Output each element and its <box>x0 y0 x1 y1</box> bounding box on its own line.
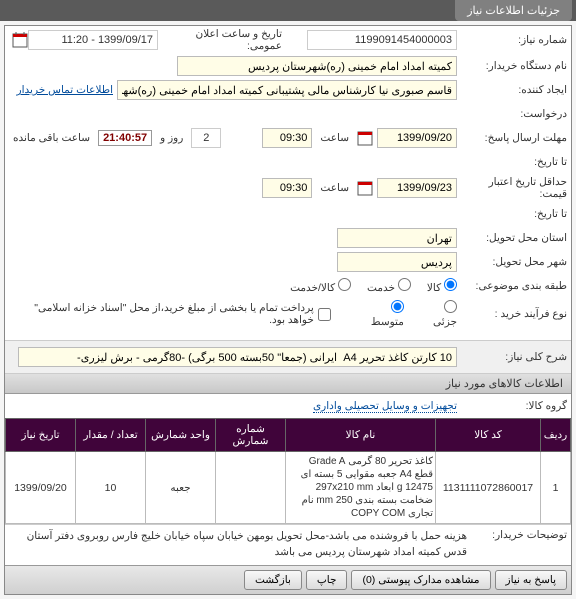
cell-name: کاغذ تحریر 80 گرمی Grade A قطع A4 جعبه م… <box>286 452 436 524</box>
cell-unit: جعبه <box>146 452 216 524</box>
radio-small-label[interactable]: جزئی <box>420 300 457 328</box>
time-label: ساعت <box>316 132 353 144</box>
cell-qty: 10 <box>76 452 146 524</box>
province-label: استان محل تحویل: <box>457 232 567 244</box>
back-button[interactable]: بازگشت <box>244 570 302 590</box>
th-count: شماره شمارش <box>216 419 286 452</box>
buyer-org-label: نام دستگاه خریدار: <box>457 60 567 72</box>
deadline-date-input[interactable] <box>377 128 457 148</box>
th-code: کد کالا <box>436 419 541 452</box>
group-label: گروه کالا: <box>457 400 567 412</box>
announce-label: تاریخ و ساعت اعلان عمومی: <box>158 28 288 52</box>
th-date: تاریخ نیاز <box>6 419 76 452</box>
buyer-org-input[interactable] <box>177 56 457 76</box>
time-label-2: ساعت <box>316 182 353 194</box>
respond-button[interactable]: پاسخ به نیاز <box>495 570 567 590</box>
radio-goods-service-label[interactable]: کالا/خدمت <box>290 278 351 294</box>
radio-service-label[interactable]: خدمت <box>367 278 411 294</box>
to-date-label-2: تا تاریخ: <box>457 208 567 220</box>
th-row: ردیف <box>541 419 571 452</box>
table-row: 11131111072860017کاغذ تحریر 80 گرمی Grad… <box>6 452 571 524</box>
footer-bar: پاسخ به نیاز مشاهده مدارک پیوستی (0) چاپ… <box>5 565 571 594</box>
group-value[interactable]: تجهیزات و وسایل تحصیلی واداری <box>313 400 457 413</box>
calendar-icon[interactable] <box>12 32 28 48</box>
creator-label: ایجاد کننده: <box>457 84 567 96</box>
buy-type-label: نوع فرآیند خرید : <box>457 308 567 320</box>
desc-input[interactable] <box>18 347 457 367</box>
min-validity-date-input[interactable] <box>377 178 457 198</box>
radio-small[interactable] <box>444 300 457 313</box>
calendar-icon[interactable] <box>357 130 373 146</box>
min-validity-time-input[interactable] <box>262 178 312 198</box>
cell-n: 1 <box>541 452 571 524</box>
cell-count <box>216 452 286 524</box>
attachments-button[interactable]: مشاهده مدارک پیوستی (0) <box>351 570 490 590</box>
deadline-time-input[interactable] <box>262 128 312 148</box>
budget-class-label: طبقه بندی موضوعی: <box>457 280 567 292</box>
city-label: شهر محل تحویل: <box>457 256 567 268</box>
th-name: نام کالا <box>286 419 436 452</box>
treasury-checkbox[interactable] <box>318 308 331 321</box>
radio-goods-service[interactable] <box>338 278 351 291</box>
province-input[interactable] <box>337 228 457 248</box>
deadline-label: مهلت ارسال پاسخ: <box>457 132 567 144</box>
radio-medium[interactable] <box>391 300 404 313</box>
buyer-note-label: توضیحات خریدار: <box>467 529 567 561</box>
countdown-timer: 21:40:57 <box>98 130 152 146</box>
cell-date: 1399/09/20 <box>6 452 76 524</box>
creator-input[interactable] <box>117 80 457 100</box>
radio-goods-label[interactable]: کالا <box>427 278 457 294</box>
cell-code: 1131111072860017 <box>436 452 541 524</box>
desc-label: شرح کلی نیاز: <box>457 351 567 363</box>
th-unit: واحد شمارش <box>146 419 216 452</box>
items-section-title: اطلاعات کالاهای مورد نیاز <box>5 374 571 394</box>
buyer-note-text: هزینه حمل با فروشنده می باشد-محل تحویل ب… <box>9 529 467 561</box>
tab-details[interactable]: جزئیات اطلاعات نیاز <box>455 0 572 21</box>
days-remaining: 2 <box>191 128 221 148</box>
need-no-value: 1199091454000003 <box>307 30 457 50</box>
treasury-note: پرداخت تمام یا بخشی از مبلغ خرید،از محل … <box>9 302 314 326</box>
radio-service[interactable] <box>398 278 411 291</box>
radio-goods[interactable] <box>444 278 457 291</box>
min-validity-label: حداقل تاریخ اعتبار قیمت: <box>457 176 567 200</box>
and-label: روز و <box>156 132 187 144</box>
print-button[interactable]: چاپ <box>306 570 348 590</box>
th-qty: تعداد / مقدار <box>76 419 146 452</box>
radio-medium-label[interactable]: متوسط <box>358 300 404 328</box>
tab-bar: جزئیات اطلاعات نیاز <box>0 0 576 21</box>
contact-link[interactable]: اطلاعات تماس خریدار <box>17 84 113 96</box>
to-date-label: تا تاریخ: <box>457 156 567 168</box>
main-panel: شماره نیاز: 1199091454000003 تاریخ و ساع… <box>4 25 572 595</box>
request-label: درخواست: <box>457 108 567 120</box>
items-table: ردیف کد کالا نام کالا شماره شمارش واحد ش… <box>5 418 571 524</box>
need-no-label: شماره نیاز: <box>457 34 567 46</box>
announce-value: 1399/09/17 - 11:20 <box>28 30 158 50</box>
city-input[interactable] <box>337 252 457 272</box>
buyer-note: توضیحات خریدار: هزینه حمل با فروشنده می … <box>5 524 571 565</box>
calendar-icon[interactable] <box>357 180 373 196</box>
remain-label: ساعت باقی مانده <box>9 132 94 144</box>
